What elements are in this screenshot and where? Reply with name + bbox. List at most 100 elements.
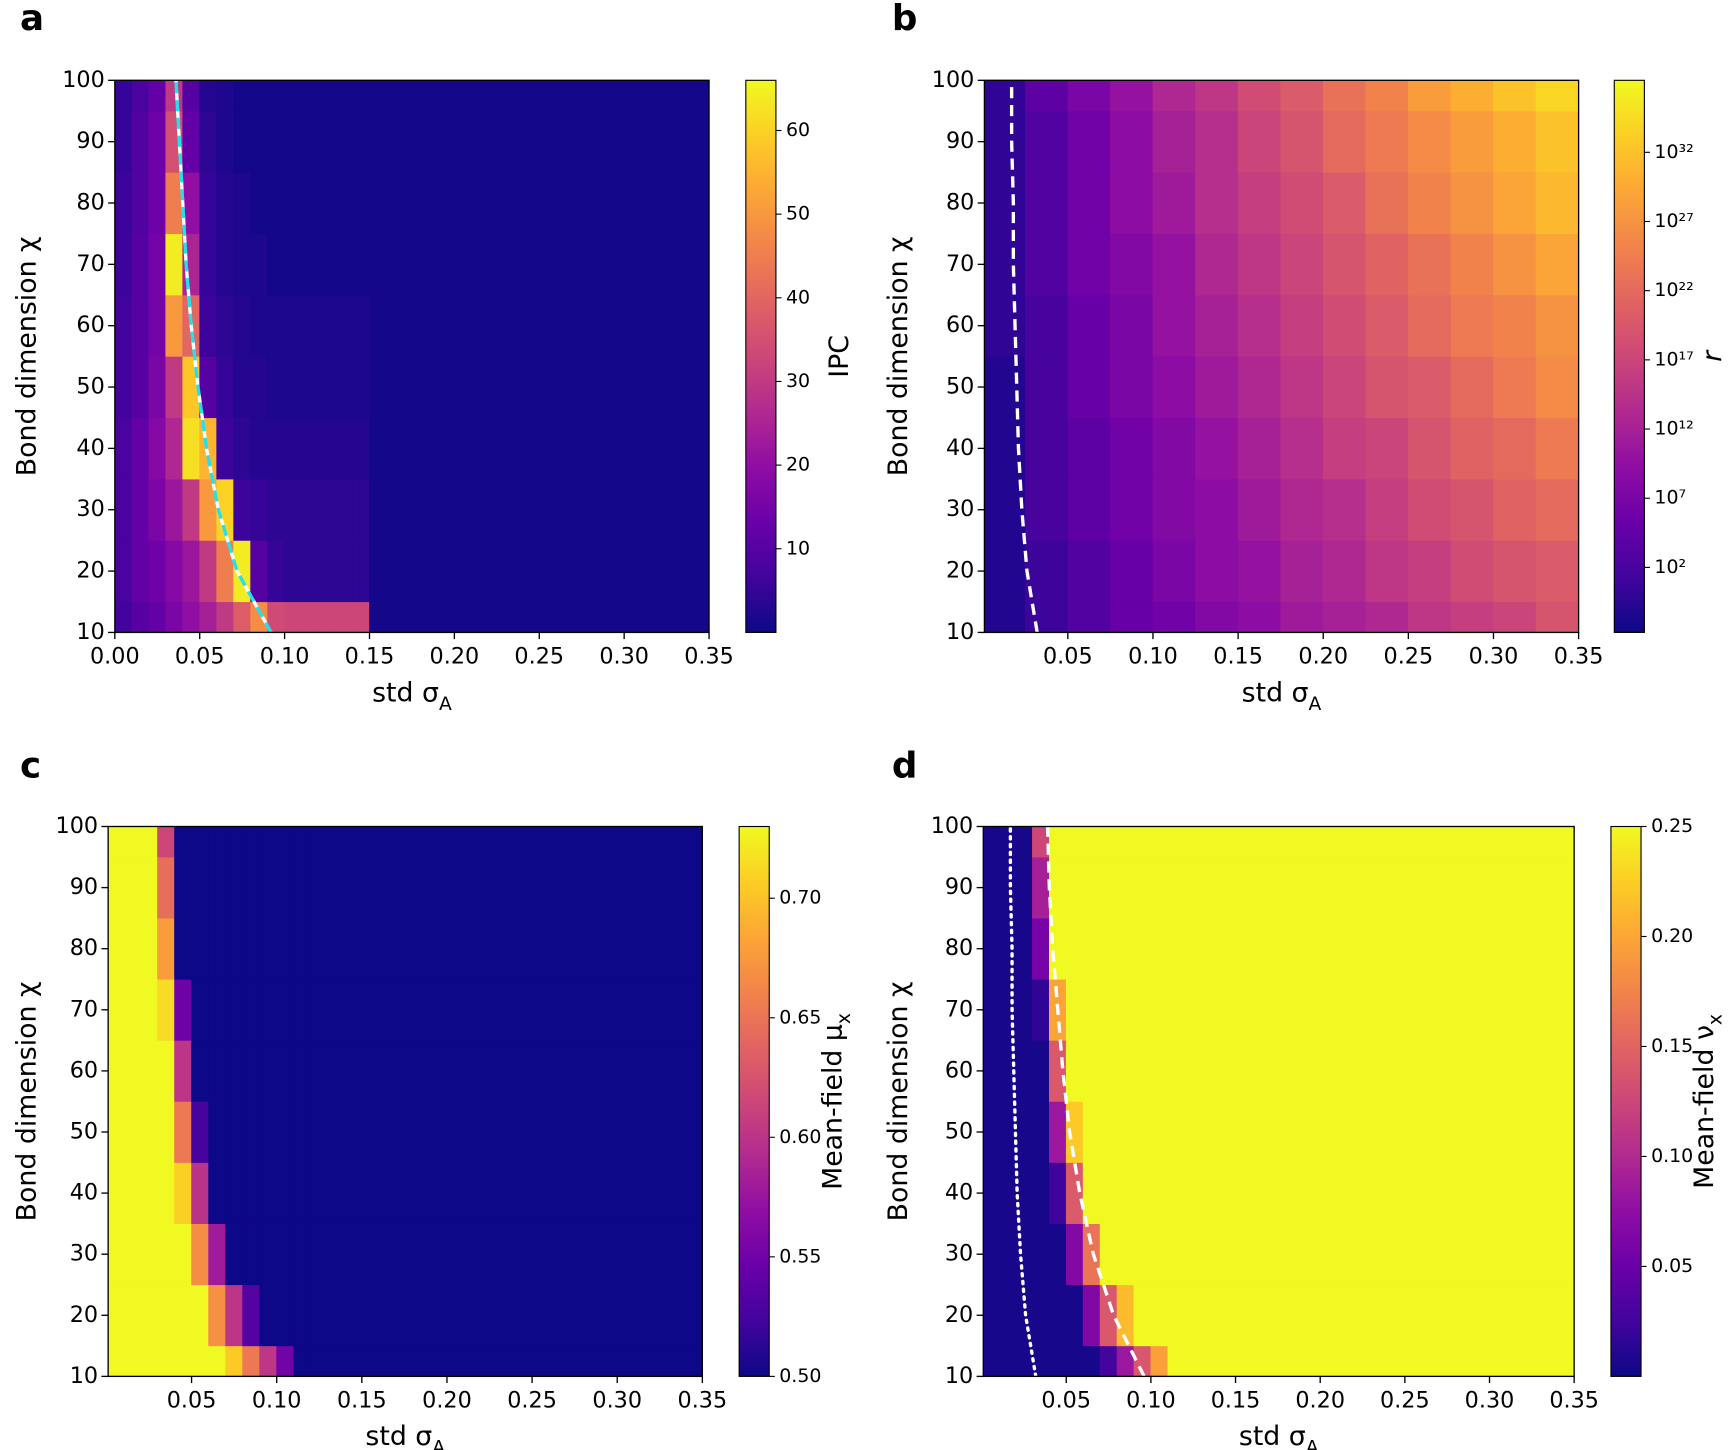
heatmap-cell (1450, 540, 1494, 603)
colorbar (1613, 79, 1645, 633)
heatmap-cell (318, 478, 336, 541)
heatmap-cell (1408, 540, 1452, 603)
heatmap-cell (157, 1101, 175, 1163)
heatmap-cell (284, 356, 302, 419)
heatmap-cell (1067, 601, 1111, 633)
x-tick-label: 0.20 (422, 1387, 472, 1413)
y-tick-label: 50 (76, 374, 104, 400)
y-tick-label: 70 (946, 251, 974, 277)
heatmap-cell (1152, 294, 1196, 357)
heatmap-cell (284, 79, 302, 112)
heatmap-cell (225, 1223, 243, 1286)
heatmap-cell (1237, 171, 1281, 235)
heatmap-cell (1450, 79, 1494, 112)
heatmap-cell (114, 79, 133, 112)
plot-frame (114, 79, 710, 634)
y-tick-label: 60 (70, 1057, 98, 1083)
heatmap-cell (1048, 1101, 1067, 1163)
heatmap-cell (131, 540, 150, 603)
heatmap-cell (1015, 978, 1033, 1041)
heatmap-cell (293, 978, 312, 1041)
heatmap-cell (148, 478, 167, 541)
heatmap-cell (191, 856, 209, 919)
heatmap-cell (1065, 1223, 1084, 1286)
heatmap-cell (1237, 233, 1281, 296)
y-tick-label: 100 (931, 813, 974, 839)
x-tick-label: 0.10 (260, 643, 310, 669)
heatmap-cell (1167, 1223, 1186, 1286)
heatmap-cell (1152, 540, 1196, 603)
heatmap-cell (1322, 540, 1367, 603)
heatmap-cell (1184, 1040, 1203, 1102)
heatmap-cell (1493, 478, 1537, 541)
heatmap-cell (199, 110, 218, 173)
heatmap-cell (327, 1223, 703, 1286)
heatmap-cell (318, 233, 336, 296)
colorbar-tick-label: 0.55 (779, 1245, 821, 1267)
heatmap-cell (1116, 1040, 1135, 1102)
heatmap-cell (140, 1345, 158, 1377)
heatmap-cell (301, 294, 319, 357)
heatmap-cell (1195, 540, 1239, 603)
heatmap-cell (1116, 917, 1135, 980)
heatmap-cell (242, 826, 261, 858)
heatmap-cell (352, 171, 370, 235)
heatmap-cell (1032, 1162, 1050, 1224)
heatmap-cell (148, 110, 167, 173)
heatmap-cell (1150, 1162, 1169, 1224)
x-tick-label: 0.15 (1213, 643, 1263, 669)
heatmap-cell (293, 826, 312, 858)
heatmap-cell (369, 601, 710, 633)
heatmap-cell (259, 1040, 278, 1102)
heatmap-cell (369, 171, 710, 235)
colorbar-tick-label: 0.15 (1651, 1035, 1693, 1057)
heatmap-cell (182, 110, 201, 173)
colorbar-tick-label: 0.05 (1651, 1255, 1693, 1277)
heatmap-cell (1535, 540, 1579, 603)
heatmap-cell (1048, 1223, 1067, 1286)
heatmap-cell (1237, 79, 1281, 112)
heatmap-cell (1408, 417, 1452, 480)
heatmap-cell (310, 1040, 329, 1102)
heatmap-cell (182, 478, 201, 541)
heatmap-cell (233, 356, 251, 419)
heatmap-cell (182, 417, 201, 480)
heatmap-cell (267, 233, 285, 296)
heatmap-cell (123, 1345, 141, 1377)
heatmap-cell (182, 79, 201, 112)
heatmap-cell (242, 1162, 261, 1224)
y-tick-label: 60 (946, 312, 974, 338)
heatmap-cell (1535, 233, 1579, 296)
y-tick-label: 40 (946, 435, 974, 461)
heatmap-cell (1065, 1040, 1084, 1102)
x-tick-label: 0.35 (678, 1387, 728, 1413)
heatmap-cell (1150, 917, 1169, 980)
heatmap-cell (233, 171, 251, 235)
heatmap-cell (191, 978, 209, 1041)
heatmap-cell (1116, 826, 1135, 858)
y-tick-label: 80 (70, 935, 98, 961)
heatmap-cell (1184, 1223, 1203, 1286)
x-tick-label: 0.20 (1298, 643, 1348, 669)
heatmap-cell (1237, 356, 1281, 419)
heatmap-cell (107, 1162, 124, 1224)
heatmap-cell (157, 978, 175, 1041)
heatmap-cell (233, 110, 251, 173)
heatmap-cell (1082, 826, 1101, 858)
y-tick-label: 70 (945, 996, 973, 1022)
heatmap-cell (165, 417, 184, 480)
heatmap-cell (1201, 1101, 1575, 1163)
heatmap-cell (1535, 79, 1579, 112)
heatmap-cell (1048, 826, 1067, 858)
heatmap-cell (310, 1162, 329, 1224)
heatmap-cell (250, 79, 268, 112)
heatmap-cell (1015, 1040, 1033, 1102)
heatmap-cell (984, 171, 1026, 235)
y-axis-label: Bond dimension χ (883, 982, 914, 1222)
colorbar-tick-label: 50 (786, 203, 810, 225)
y-tick-label: 30 (70, 1241, 98, 1267)
heatmap-cell (199, 540, 218, 603)
heatmap-cell (148, 171, 167, 235)
heatmap-cell (1082, 1101, 1101, 1163)
